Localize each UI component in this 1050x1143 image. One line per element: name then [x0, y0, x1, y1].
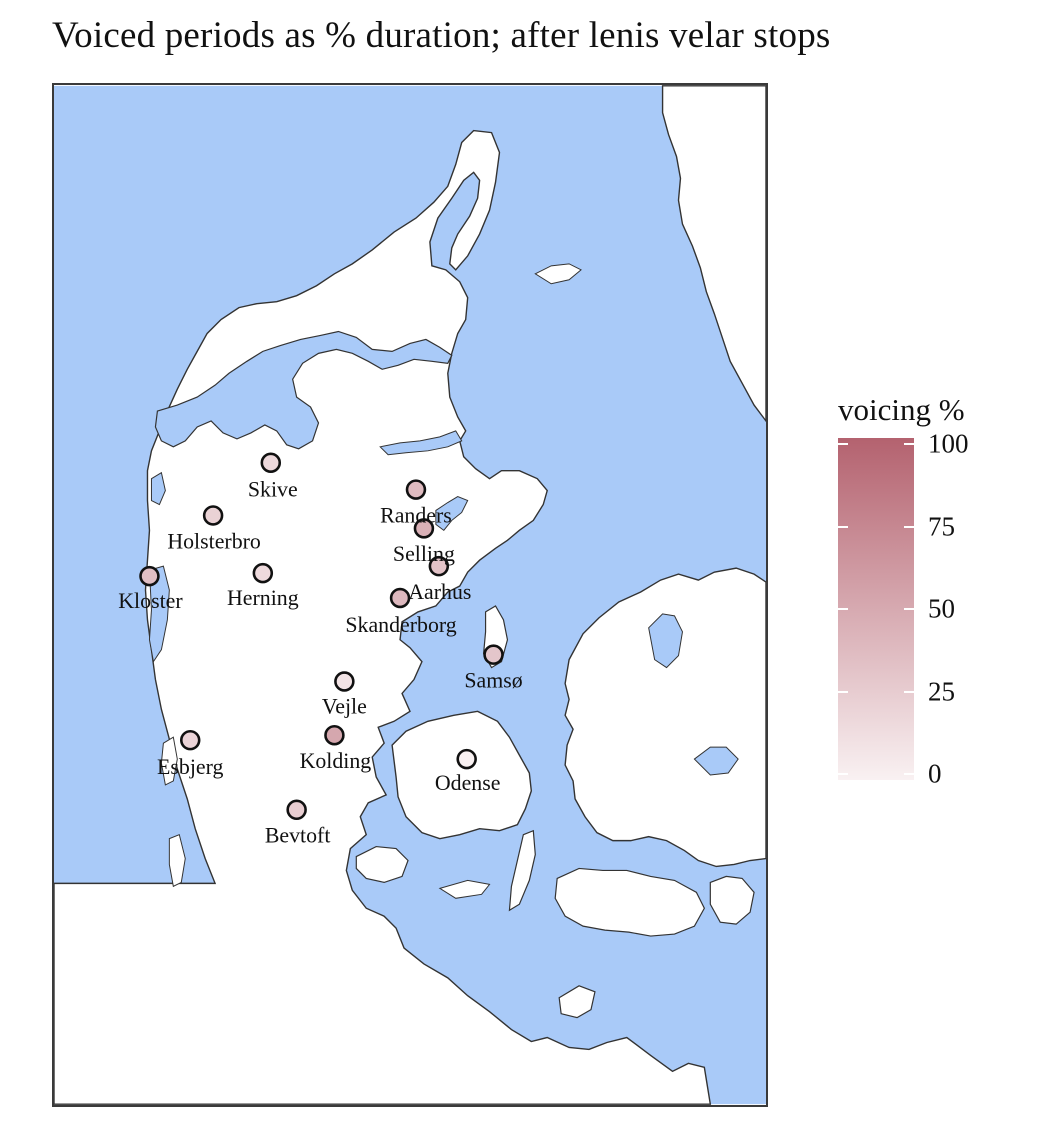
legend-label: 25: [928, 676, 955, 706]
legend-tick: [904, 608, 914, 610]
legend-colorbar: [838, 438, 914, 780]
zealand-land: [564, 567, 766, 868]
location-marker: [428, 555, 450, 577]
legend-tick: [904, 443, 914, 445]
legend-label: 100: [928, 428, 969, 459]
location-label: Skanderborg: [345, 613, 456, 637]
legend-tick: [838, 525, 848, 528]
legend-title: voicing %: [838, 392, 965, 427]
location-marker: [260, 452, 282, 473]
map-title: Voiced periods as % duration; after leni…: [52, 15, 831, 56]
location-marker: [405, 479, 427, 500]
legend-tick: [904, 773, 914, 775]
location-marker: [286, 799, 307, 821]
location-label: Selling: [393, 542, 455, 566]
location-label: Odense: [435, 771, 501, 795]
location-label: Vejle: [322, 694, 367, 718]
denmark-map: Skive Randers Holsterbro Selling Kloster Hern…: [54, 85, 766, 1105]
location-label: Bevtoft: [265, 824, 331, 848]
limfjord-water: [154, 330, 453, 450]
island-romo: [168, 833, 186, 888]
legend-tick: [838, 443, 848, 445]
location-marker: [139, 565, 160, 587]
island-als: [355, 845, 409, 884]
jutland-land: [54, 129, 712, 1105]
location-label: Herning: [227, 586, 299, 610]
location-marker: [334, 671, 355, 692]
legend-tick: [838, 773, 848, 775]
location-label: Kolding: [300, 749, 372, 773]
location-marker: [324, 724, 345, 746]
west-lagoon: [148, 565, 170, 663]
location-label: Skive: [248, 478, 298, 502]
zealand-fjord: [648, 613, 683, 669]
location-marker: [483, 644, 504, 665]
location-label: Holsterbro: [167, 529, 261, 553]
location-label: Randers: [380, 503, 452, 527]
legend-label: 0: [928, 758, 942, 789]
island-fano: [160, 736, 178, 786]
fjord-water: [379, 430, 463, 456]
legend-tick: [904, 690, 914, 693]
legend-label: 50: [928, 593, 955, 624]
location-marker: [252, 562, 274, 584]
germany-land: [558, 985, 596, 1019]
funen-land: [391, 710, 533, 840]
zealand-fjord: [693, 746, 739, 776]
island-aero: [438, 879, 491, 899]
location-label: Aarhus: [408, 580, 471, 604]
legend-tick: [838, 690, 848, 693]
island-anholt: [534, 263, 582, 285]
island-lolland: [554, 867, 706, 937]
legend-tick: [838, 608, 848, 610]
west-lagoon: [150, 471, 166, 506]
location-marker: [179, 729, 201, 751]
map-panel: Skive Randers Holsterbro Selling Kloster Hern…: [52, 83, 768, 1107]
legend: voicing % 100 75 50 25 0: [836, 390, 1036, 810]
location-label: Samsø: [464, 668, 522, 692]
sweden-land: [661, 85, 766, 423]
location-label: Esbjerg: [157, 755, 223, 779]
location-label: Kloster: [118, 589, 183, 613]
location-marker: [389, 587, 411, 609]
island-falster: [709, 875, 755, 925]
location-marker: [413, 518, 435, 539]
island-langeland: [508, 829, 536, 912]
location-marker: [202, 505, 224, 526]
fjord-water: [435, 495, 469, 532]
legend-label: 75: [928, 511, 955, 541]
location-marker: [456, 748, 477, 770]
legend-tick: [904, 525, 914, 528]
